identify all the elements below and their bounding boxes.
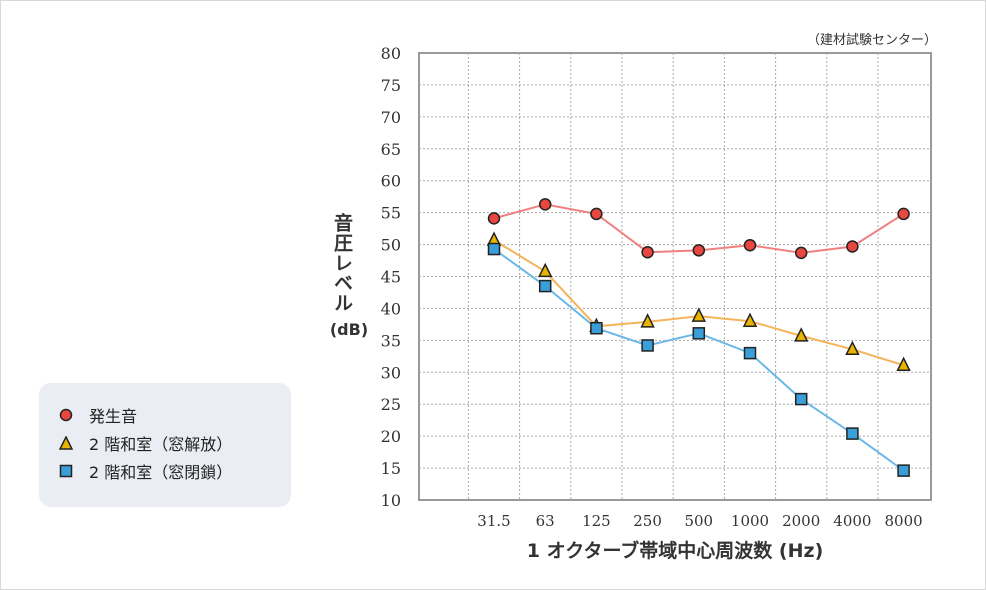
x-tick-label: 63 xyxy=(536,512,555,530)
data-point-circle xyxy=(538,198,552,211)
data-point-triangle xyxy=(793,327,809,342)
data-point-square xyxy=(794,392,808,406)
data-point-circle xyxy=(692,244,706,257)
y-tick-label: 65 xyxy=(381,140,401,159)
x-tick-label: 250 xyxy=(633,512,662,530)
legend-label: 2 階和室（窓閉鎖） xyxy=(89,463,233,482)
y-axis-label: 音圧レベル (dB) xyxy=(329,213,369,343)
data-point-triangle xyxy=(691,307,707,322)
data-point-circle xyxy=(794,246,808,260)
x-tick-label: 2000 xyxy=(782,512,820,530)
y-tick-label: 50 xyxy=(381,236,401,255)
data-point-circle xyxy=(897,207,910,221)
data-point-triangle xyxy=(742,312,758,327)
data-point-circle xyxy=(743,238,757,252)
legend-item-1: 2 階和室（窓解放） xyxy=(59,431,232,455)
y-axis-title: 音圧レベル xyxy=(331,213,353,313)
data-point-triangle xyxy=(896,356,911,372)
y-tick-label: 15 xyxy=(381,459,401,478)
y-tick-label: 70 xyxy=(381,108,401,127)
data-point-square xyxy=(897,464,910,477)
y-tick-label: 45 xyxy=(381,268,401,287)
y-tick-label: 75 xyxy=(381,76,401,95)
data-point-square xyxy=(743,346,757,360)
data-point-triangle xyxy=(537,262,553,278)
data-point-square xyxy=(590,321,603,335)
y-tick-label: 60 xyxy=(381,172,401,191)
data-point-square xyxy=(538,279,552,293)
y-tick-label: 30 xyxy=(381,363,401,382)
legend-label: 2 階和室（窓解放） xyxy=(89,435,233,454)
data-point-circle xyxy=(846,240,859,253)
x-axis-label: 1 オクターブ帯域中心周波数 (Hz) xyxy=(526,540,824,562)
y-tick-label: 80 xyxy=(381,44,401,63)
y-tick-label: 35 xyxy=(381,331,401,350)
square-marker-icon xyxy=(59,464,73,478)
y-tick-label: 10 xyxy=(381,491,401,510)
y-tick-label: 25 xyxy=(381,395,401,414)
legend-item-2: 2 階和室（窓閉鎖） xyxy=(59,459,232,483)
x-tick-label: 4000 xyxy=(833,512,871,530)
data-point-triangle xyxy=(640,313,655,328)
data-point-circle xyxy=(641,245,654,259)
data-point-square xyxy=(641,339,654,352)
x-tick-label: 1000 xyxy=(731,512,769,530)
y-tick-label: 55 xyxy=(381,204,401,223)
x-tick-label: 125 xyxy=(582,512,611,530)
source-note: （建材試験センター） xyxy=(806,33,937,48)
legend-label: 発生音 xyxy=(89,407,138,426)
data-point-square xyxy=(846,427,859,440)
x-tick-label: 8000 xyxy=(885,512,923,530)
legend-item-0: 発生音 xyxy=(59,403,137,427)
x-tick-label: 31.5 xyxy=(477,512,510,530)
y-axis-unit: (dB) xyxy=(329,320,369,339)
data-point-square xyxy=(692,327,706,340)
data-point-triangle xyxy=(845,340,860,356)
circle-marker-icon xyxy=(59,408,73,422)
y-tick-label: 40 xyxy=(381,299,401,318)
x-tick-label: 500 xyxy=(684,512,713,530)
triangle-marker-icon xyxy=(59,436,73,450)
legend: 発生音 2 階和室（窓解放） 2 階和室（窓閉鎖） xyxy=(39,383,291,507)
data-point-circle xyxy=(487,212,501,225)
data-point-square xyxy=(487,242,501,256)
y-tick-label: 20 xyxy=(381,427,401,446)
data-point-circle xyxy=(590,207,603,221)
